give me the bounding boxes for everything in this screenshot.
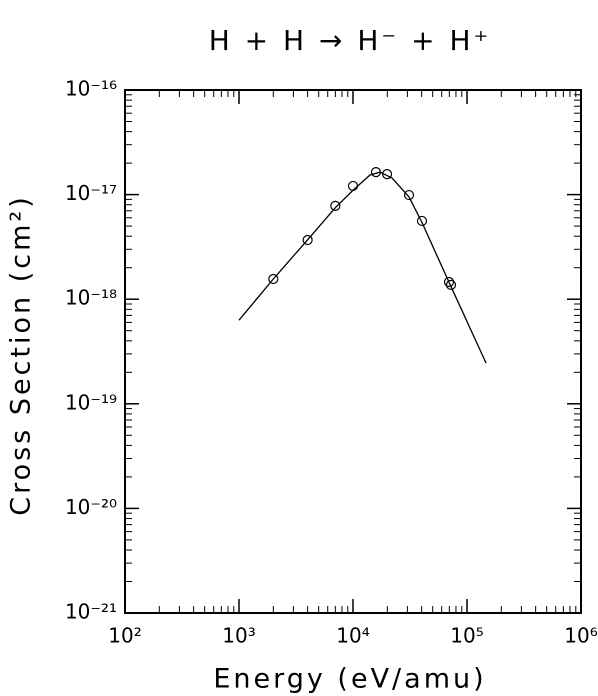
x-tick-label: 10⁴ xyxy=(336,624,369,648)
x-tick-label: 10³ xyxy=(222,624,255,648)
data-point xyxy=(302,234,313,246)
y-axis-title: Cross Section (cm²) xyxy=(6,194,37,516)
fit-line xyxy=(238,171,487,364)
x-axis-title: Energy (eV/amu) xyxy=(213,664,486,695)
x-tick-label: 10⁶ xyxy=(564,624,597,648)
y-tick-label: 10⁻¹⁹ xyxy=(65,390,117,414)
data-point xyxy=(416,215,428,227)
data-point xyxy=(330,200,341,211)
chart-title: H + H → H⁻ + H⁺ xyxy=(209,24,492,57)
y-tick-label: 10⁻²¹ xyxy=(65,600,117,624)
data-point xyxy=(370,167,382,178)
data-point xyxy=(403,189,415,201)
data-point xyxy=(268,273,279,285)
y-tick-label: 10⁻¹⁸ xyxy=(65,286,117,310)
y-tick-label: 10⁻¹⁷ xyxy=(65,181,117,205)
data-point xyxy=(443,276,455,288)
data-point xyxy=(347,180,359,192)
data-point xyxy=(445,279,457,290)
y-tick-label: 10⁻²⁰ xyxy=(65,495,117,519)
y-tick-label: 10⁻¹⁶ xyxy=(65,77,117,101)
plot-frame xyxy=(124,89,582,614)
x-tick-label: 10² xyxy=(108,624,141,648)
data-point xyxy=(381,169,393,180)
x-tick-label: 10⁵ xyxy=(450,624,483,648)
